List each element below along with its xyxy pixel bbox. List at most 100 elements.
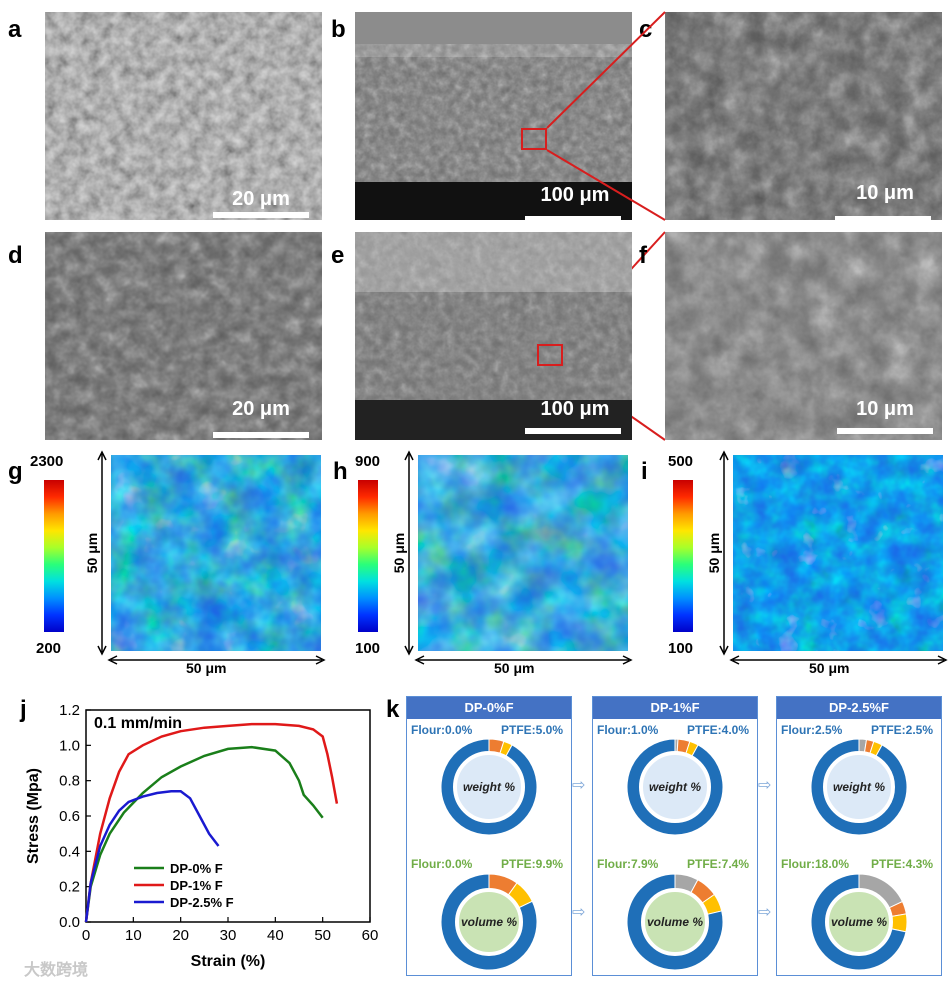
panel-label-h: h xyxy=(333,458,348,485)
heatmap-bottom-label-i: 50 μm xyxy=(809,660,850,676)
scale-label-e: 100 μm xyxy=(540,398,610,420)
heatmap-g xyxy=(111,455,321,651)
weight-center-label: weight % xyxy=(648,780,701,794)
legend-label-0: DP-0% F xyxy=(170,861,223,876)
donut-panel-2: DP-2.5%F Flour:2.5% PTFE:2.5% weight % Flour… xyxy=(776,696,942,976)
y-tick-label: 0.0 xyxy=(59,914,80,931)
weight-flour-label: Flour:1.0% xyxy=(597,723,659,737)
volume-ptfe-label: PTFE:4.3% xyxy=(871,857,934,871)
sem-texture-d xyxy=(45,232,322,440)
donut-chart xyxy=(626,873,724,971)
scale-label-b: 100 μm xyxy=(540,184,610,206)
weight-flour-label: Flour:2.5% xyxy=(781,723,843,737)
panel-label-d: d xyxy=(8,242,23,269)
colorbar-min-g: 200 xyxy=(36,640,62,657)
heatmap-i xyxy=(733,455,943,651)
donut-hole xyxy=(453,751,525,823)
donut-chart xyxy=(440,873,538,971)
panel-label-j: j xyxy=(20,696,27,723)
colorbar-i xyxy=(673,480,693,632)
scale-label-c: 10 μm xyxy=(856,182,914,204)
x-tick-label: 20 xyxy=(172,927,189,944)
donut-panel-1: DP-1%F Flour:1.0% PTFE:4.0% weight % Flour:7… xyxy=(592,696,758,976)
donut-hole xyxy=(455,888,523,956)
heatmap-axes-h xyxy=(404,450,633,665)
donut-chart xyxy=(440,738,538,836)
weight-flour-label: Flour:0.0% xyxy=(411,723,473,737)
x-tick-label: 50 xyxy=(314,927,331,944)
heatmap-h xyxy=(418,455,628,651)
x-axis-label: Strain (%) xyxy=(191,953,266,970)
donut-panel-0: DP-0%F Flour:0.0% PTFE:5.0% weight % Flour:0… xyxy=(406,696,572,976)
x-tick-label: 10 xyxy=(125,927,142,944)
sem-texture-b xyxy=(355,12,632,220)
colorbar-min-i: 100 xyxy=(668,640,694,657)
sem-image-e: 100 μm xyxy=(355,232,632,440)
x-tick-label: 60 xyxy=(362,927,379,944)
panel-label-b: b xyxy=(331,16,346,43)
donut-hole xyxy=(641,888,709,956)
heatmap-axes-g xyxy=(97,450,326,665)
sem-texture-c xyxy=(665,12,942,220)
donut-panel-title: DP-1%F xyxy=(593,697,757,719)
donut-hole xyxy=(823,751,895,823)
heatmap-side-label-g: 50 μm xyxy=(84,532,101,574)
panel-label-a: a xyxy=(8,16,22,43)
panel-label-f: f xyxy=(639,242,647,269)
x-tick-label: 0 xyxy=(82,927,90,944)
sem-texture-f xyxy=(665,232,942,440)
volume-center-label: volume % xyxy=(460,915,517,929)
arrow-icon: ⇨ xyxy=(758,904,772,921)
y-tick-label: 1.2 xyxy=(59,702,80,719)
y-axis-label: Stress (Mpa) xyxy=(25,768,42,864)
arrow-icon: ⇨ xyxy=(758,777,772,794)
volume-flour-label: Flour:0.0% xyxy=(411,857,473,871)
donut-hole xyxy=(825,888,893,956)
donut-chart xyxy=(810,873,908,971)
donut-chart xyxy=(810,738,908,836)
stress-strain-chart: 0 10 20 30 40 50 60 0.0 0.2 0.4 0.6 0.8 1.0 1.2 Strain… xyxy=(25,702,379,970)
volume-ptfe-label: PTFE:7.4% xyxy=(687,857,750,871)
heatmap-bottom-label-g: 50 μm xyxy=(186,660,227,676)
scale-label-d: 20 μm xyxy=(232,398,290,420)
series-line-0 xyxy=(84,745,324,923)
y-tick-label: 0.8 xyxy=(59,773,80,790)
scale-label-f: 10 μm xyxy=(856,398,914,420)
panel-label-i: i xyxy=(641,458,648,485)
watermark: 大数跨境 xyxy=(24,962,89,979)
donut-panel-title: DP-2.5%F xyxy=(777,697,941,719)
y-tick-label: 1.0 xyxy=(59,737,80,754)
y-tick-label: 0.4 xyxy=(59,843,80,860)
legend-label-1: DP-1% F xyxy=(170,878,223,893)
volume-ptfe-label: PTFE:9.9% xyxy=(501,857,564,871)
weight-ptfe-label: PTFE:4.0% xyxy=(687,723,750,737)
weight-ptfe-label: PTFE:2.5% xyxy=(871,723,934,737)
scale-label-a: 20 μm xyxy=(232,188,290,210)
colorbar-max-h: 900 xyxy=(355,453,381,470)
colorbar-max-i: 500 xyxy=(668,453,694,470)
plot-frame xyxy=(85,709,371,923)
arrow-icon: ⇨ xyxy=(572,777,586,794)
y-tick-label: 0.2 xyxy=(59,879,80,896)
x-tick-label: 40 xyxy=(267,927,284,944)
sem-image-d: 20 μm xyxy=(45,232,322,440)
panel-label-e: e xyxy=(331,242,345,269)
volume-flour-label: Flour:18.0% xyxy=(781,857,850,871)
series-line-1 xyxy=(84,722,339,923)
volume-center-label: volume % xyxy=(830,915,887,929)
x-tick-label: 30 xyxy=(220,927,237,944)
heatmap-side-label-h: 50 μm xyxy=(391,532,408,574)
sem-image-c: 10 μm xyxy=(665,12,942,220)
donut-hole xyxy=(639,751,711,823)
volume-center-label: volume % xyxy=(646,915,703,929)
donut-chart xyxy=(626,738,724,836)
sem-image-b: 100 μm xyxy=(355,12,632,220)
sem-texture-e xyxy=(355,232,632,440)
panel-label-k: k xyxy=(386,696,400,723)
sem-texture-a xyxy=(45,12,322,220)
weight-ptfe-label: PTFE:5.0% xyxy=(501,723,564,737)
heatmap-side-label-i: 50 μm xyxy=(706,532,723,574)
sem-image-f: 10 μm xyxy=(665,232,942,440)
series-line-2 xyxy=(84,790,220,923)
heatmap-bottom-label-h: 50 μm xyxy=(494,660,535,676)
